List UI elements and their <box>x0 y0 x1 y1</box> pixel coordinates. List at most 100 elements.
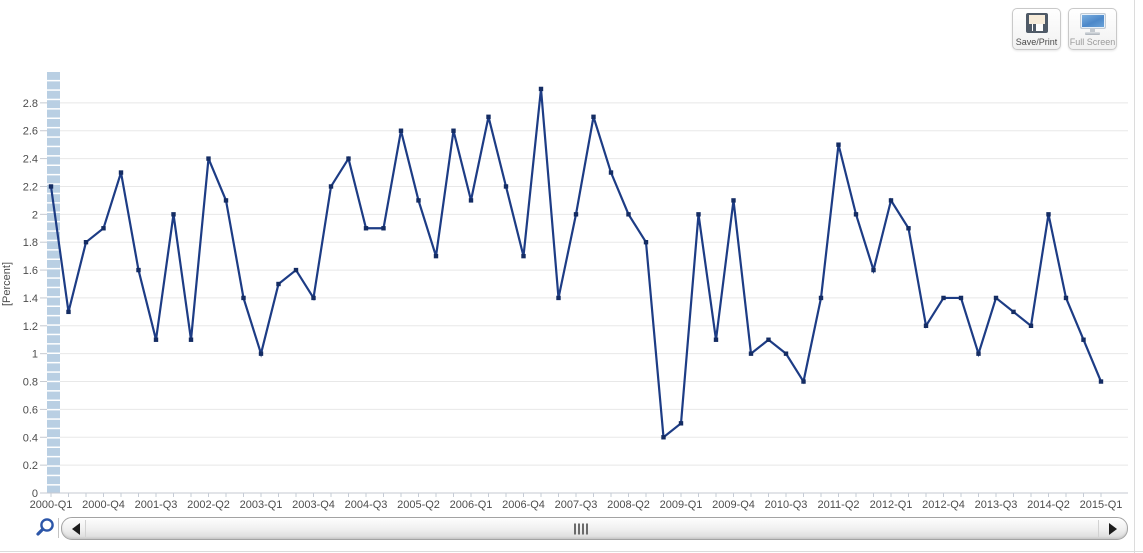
y-axis-band-stripe <box>47 278 60 287</box>
data-point-marker <box>538 86 544 92</box>
data-point-marker <box>993 295 999 301</box>
data-point-marker <box>888 198 894 203</box>
data-point-marker <box>486 114 491 120</box>
x-axis-tick-label: 2011-Q2 <box>818 499 860 511</box>
y-axis-tick-label: 1.4 <box>23 293 38 305</box>
data-point-marker <box>311 295 316 301</box>
x-axis-tick-label: 2003-Q4 <box>292 499 335 511</box>
data-point-marker <box>416 198 421 203</box>
y-axis-tick-label: 0.2 <box>23 460 38 472</box>
x-axis-tick-label: 2007-Q3 <box>555 499 598 511</box>
data-point-marker <box>731 198 736 203</box>
y-axis-band-stripe <box>47 72 60 80</box>
y-axis-band-stripe <box>47 81 60 90</box>
y-axis-band-stripe <box>47 156 60 165</box>
y-axis-band-stripe <box>47 250 60 259</box>
data-point-marker <box>118 170 124 175</box>
toolbar-separator <box>58 518 59 538</box>
data-point-marker <box>241 295 246 301</box>
x-axis-tick-label: 2002-Q2 <box>187 499 230 511</box>
scrollbar-grip[interactable] <box>574 523 588 534</box>
data-point-marker <box>188 337 194 342</box>
x-axis-tick-label: 2014-Q2 <box>1027 499 1070 511</box>
data-point-marker <box>573 212 579 217</box>
data-point-marker <box>608 170 614 175</box>
y-axis-band-stripe <box>47 213 60 221</box>
y-axis-band-stripe <box>47 354 60 362</box>
y-axis-band-stripe <box>47 466 60 475</box>
y-axis-band-stripe <box>47 231 60 240</box>
data-point-marker <box>381 226 386 231</box>
y-axis-tick-label: 1.8 <box>23 237 38 249</box>
data-point-marker <box>941 295 946 301</box>
y-axis-band-stripe <box>47 485 60 493</box>
scrollbar-thumb-edge <box>85 520 86 537</box>
data-point-marker <box>136 267 141 273</box>
data-point-marker <box>1081 337 1086 342</box>
x-axis-tick-label: 2015-Q1 <box>1080 499 1123 511</box>
y-axis-band-stripe <box>47 363 60 372</box>
data-point-marker <box>101 226 106 231</box>
data-point-marker <box>661 435 666 440</box>
x-axis-tick-label: 2000-Q1 <box>30 499 73 511</box>
magnifier-icon <box>36 518 54 536</box>
data-point-marker <box>853 212 859 217</box>
full-screen-button[interactable]: Full Screen <box>1068 8 1117 50</box>
data-point-marker <box>976 351 981 356</box>
data-point-marker <box>801 379 806 384</box>
y-axis-band-stripe <box>47 325 60 334</box>
x-axis-tick-label: 2008-Q2 <box>607 499 650 511</box>
y-axis-band-stripe <box>47 457 60 466</box>
scroll-right-arrow-button[interactable] <box>1109 522 1117 535</box>
x-axis-tick-label: 2003-Q1 <box>240 499 283 511</box>
y-axis-band-stripe <box>47 260 60 268</box>
data-point-marker <box>1028 323 1034 329</box>
save-print-button[interactable]: Save/Print <box>1012 8 1061 50</box>
y-axis-tick-label: 0.4 <box>23 432 38 444</box>
y-axis-tick-label: 1.2 <box>23 321 38 333</box>
y-axis-band-stripe <box>47 128 60 137</box>
y-axis-band-stripe <box>47 175 60 184</box>
y-axis-band-stripe <box>47 147 60 156</box>
data-point-marker <box>451 128 456 133</box>
y-axis-band-stripe <box>47 297 60 306</box>
y-axis-tick-label: 2.6 <box>23 126 38 138</box>
x-axis-scrollbar[interactable] <box>61 517 1128 540</box>
page-border <box>1134 0 1135 553</box>
scroll-left-arrow-button[interactable] <box>72 522 80 535</box>
y-axis-tick-label: 0.8 <box>23 377 38 389</box>
data-point-marker <box>748 351 754 356</box>
data-point-marker <box>923 323 929 329</box>
y-axis-tick-label: 1 <box>32 349 38 361</box>
y-axis-band-stripe <box>47 476 60 485</box>
data-point-marker <box>766 337 771 342</box>
x-axis-tick-label: 2005-Q2 <box>397 499 440 511</box>
data-point-marker <box>398 128 404 133</box>
y-axis-band-stripe <box>47 372 60 381</box>
y-axis-band-stripe <box>47 137 60 146</box>
data-point-marker <box>83 240 89 245</box>
data-point-marker <box>363 226 369 231</box>
y-axis-band-stripe <box>47 401 60 409</box>
y-axis-band-stripe <box>47 166 60 174</box>
y-axis-band-stripe <box>47 344 60 353</box>
y-axis-band-stripe <box>47 288 60 297</box>
data-point-marker <box>223 198 229 203</box>
y-axis-band-stripe <box>47 269 60 278</box>
x-axis-tick-label: 2009-Q4 <box>712 499 755 511</box>
page-border <box>0 551 1143 552</box>
x-axis-tick-label: 2004-Q3 <box>345 499 388 511</box>
y-axis-band-stripe <box>47 410 60 419</box>
data-point-marker <box>293 267 299 273</box>
y-axis-tick-label: 2.4 <box>23 154 38 166</box>
x-axis-tick-label: 2013-Q3 <box>975 499 1018 511</box>
y-axis-band-stripe <box>47 241 60 250</box>
data-point-marker <box>276 281 281 287</box>
data-point-marker <box>521 253 526 259</box>
zoom-tool-button[interactable] <box>33 516 57 540</box>
data-point-marker <box>171 212 176 217</box>
y-axis-band-stripe <box>47 316 60 325</box>
data-point-marker <box>433 253 439 259</box>
y-axis-band-stripe <box>47 307 60 315</box>
y-axis-tick-label: 2.8 <box>23 98 38 110</box>
